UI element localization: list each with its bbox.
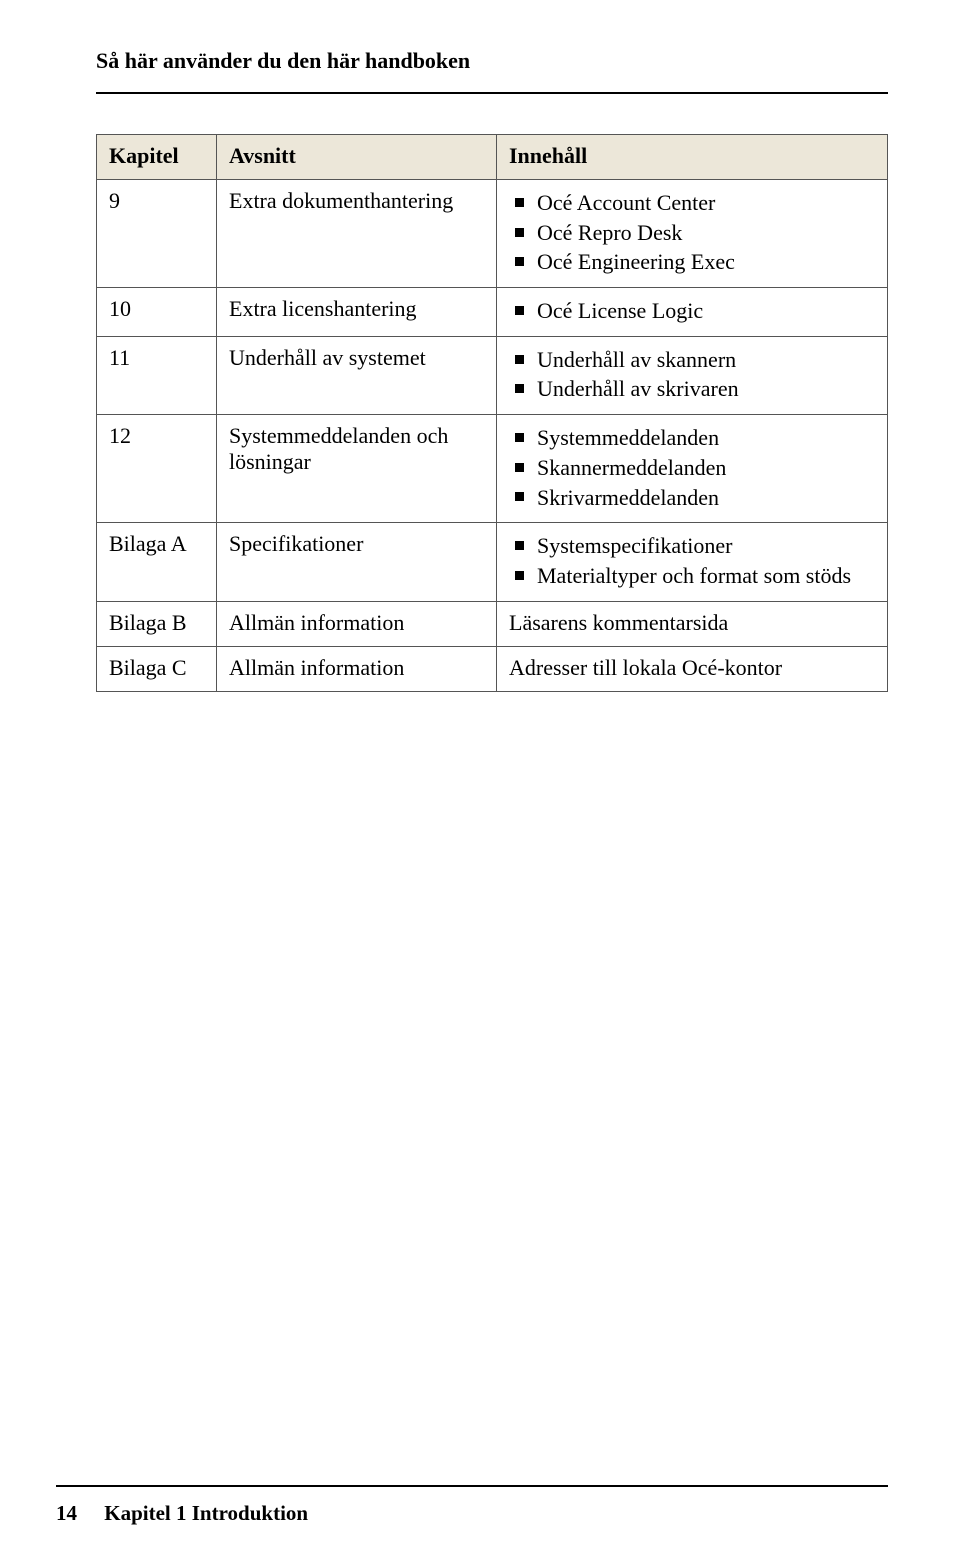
- list-item: Océ Engineering Exec: [509, 247, 875, 277]
- cell-kapitel: Bilaga B: [97, 601, 217, 646]
- cell-kapitel: 11: [97, 336, 217, 414]
- cell-innehall: Systemmeddelanden Skannermeddelanden Skr…: [497, 415, 888, 523]
- cell-avsnitt: Specifikationer: [217, 523, 497, 601]
- bullet-list: Océ License Logic: [509, 296, 875, 326]
- cell-avsnitt: Extra dokumenthantering: [217, 180, 497, 288]
- cell-kapitel: 9: [97, 180, 217, 288]
- table-row: Bilaga B Allmän information Läsarens kom…: [97, 601, 888, 646]
- cell-innehall: Océ License Logic: [497, 288, 888, 337]
- cell-innehall: Océ Account Center Océ Repro Desk Océ En…: [497, 180, 888, 288]
- list-item: Underhåll av skannern: [509, 345, 875, 375]
- cell-avsnitt: Allmän information: [217, 601, 497, 646]
- cell-avsnitt: Systemmeddelanden och lösningar: [217, 415, 497, 523]
- cell-innehall: Systemspecifikationer Materialtyper och …: [497, 523, 888, 601]
- cell-kapitel: 10: [97, 288, 217, 337]
- cell-kapitel: Bilaga A: [97, 523, 217, 601]
- bullet-list: Underhåll av skannern Underhåll av skriv…: [509, 345, 875, 404]
- page-footer: 14 Kapitel 1 Introduktion: [0, 1485, 960, 1526]
- cell-innehall: Läsarens kommentarsida: [497, 601, 888, 646]
- col-header-avsnitt: Avsnitt: [217, 135, 497, 180]
- list-item: Systemmeddelanden: [509, 423, 875, 453]
- table-row: 12 Systemmeddelanden och lösningar Syste…: [97, 415, 888, 523]
- bullet-list: Systemspecifikationer Materialtyper och …: [509, 531, 875, 590]
- content-table: Kapitel Avsnitt Innehåll 9 Extra dokumen…: [96, 134, 888, 692]
- cell-avsnitt: Allmän information: [217, 646, 497, 691]
- section-title: Så här använder du den här handboken: [96, 48, 888, 74]
- table-row: 11 Underhåll av systemet Underhåll av sk…: [97, 336, 888, 414]
- page-number: 14: [56, 1501, 77, 1525]
- cell-innehall: Adresser till lokala Océ-kontor: [497, 646, 888, 691]
- cell-avsnitt: Underhåll av systemet: [217, 336, 497, 414]
- title-rule: [96, 92, 888, 94]
- table-row: Bilaga A Specifikationer Systemspecifika…: [97, 523, 888, 601]
- list-item: Systemspecifikationer: [509, 531, 875, 561]
- table-row: 9 Extra dokumenthantering Océ Account Ce…: [97, 180, 888, 288]
- table-header-row: Kapitel Avsnitt Innehåll: [97, 135, 888, 180]
- col-header-kapitel: Kapitel: [97, 135, 217, 180]
- list-item: Underhåll av skrivaren: [509, 374, 875, 404]
- col-header-innehall: Innehåll: [497, 135, 888, 180]
- cell-kapitel: 12: [97, 415, 217, 523]
- list-item: Materialtyper och format som stöds: [509, 561, 875, 591]
- table-row: 10 Extra licenshantering Océ License Log…: [97, 288, 888, 337]
- list-item: Océ Repro Desk: [509, 218, 875, 248]
- cell-innehall: Underhåll av skannern Underhåll av skriv…: [497, 336, 888, 414]
- footer-rule: [56, 1485, 888, 1487]
- chapter-label: Kapitel 1 Introduktion: [104, 1501, 308, 1525]
- table-row: Bilaga C Allmän information Adresser til…: [97, 646, 888, 691]
- list-item: Skannermeddelanden: [509, 453, 875, 483]
- cell-kapitel: Bilaga C: [97, 646, 217, 691]
- list-item: Océ Account Center: [509, 188, 875, 218]
- bullet-list: Océ Account Center Océ Repro Desk Océ En…: [509, 188, 875, 277]
- cell-avsnitt: Extra licenshantering: [217, 288, 497, 337]
- footer-line: 14 Kapitel 1 Introduktion: [56, 1501, 888, 1526]
- list-item: Skrivarmeddelanden: [509, 483, 875, 513]
- list-item: Océ License Logic: [509, 296, 875, 326]
- page: Så här använder du den här handboken Kap…: [0, 0, 960, 1558]
- bullet-list: Systemmeddelanden Skannermeddelanden Skr…: [509, 423, 875, 512]
